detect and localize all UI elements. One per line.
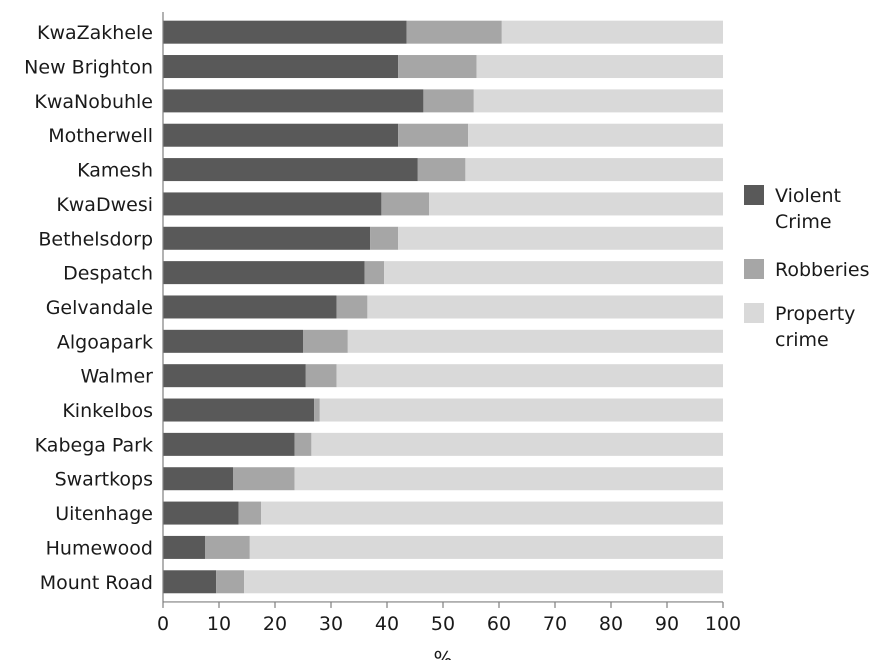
legend-swatch [744,185,764,205]
bar-robberies-kinkelbos [314,398,320,422]
x-tick-label: 60 [487,613,511,635]
bar-violent-crime-uitenhage [163,501,239,525]
bar-violent-crime-despatch [163,261,365,285]
legend-label: Crime [775,211,832,233]
bar-property-crime-swartkops [294,467,723,491]
category-label: Kamesh [77,160,153,182]
bar-property-crime-algoapark [347,329,723,353]
category-label: Bethelsdorp [38,228,153,250]
category-label: New Brighton [24,57,153,79]
bar-robberies-kwanobuhle [423,89,474,113]
bar-violent-crime-algoapark [163,329,303,353]
bar-violent-crime-kabega-park [163,432,295,456]
bar-property-crime-kinkelbos [319,398,723,422]
bar-violent-crime-gelvandale [163,295,337,319]
bar-robberies-algoapark [303,329,348,353]
bar-violent-crime-swartkops [163,467,233,491]
bar-violent-crime-kinkelbos [163,398,315,422]
bar-property-crime-mount-road [244,570,723,594]
x-tick-label: 70 [543,613,567,635]
bar-robberies-motherwell [398,123,469,147]
category-label: KwaDwesi [56,194,153,216]
bar-robberies-kwazakhele [406,20,502,44]
bar-robberies-kabega-park [294,432,312,456]
legend-label: Property [775,303,855,325]
bar-violent-crime-kwazakhele [163,20,407,44]
category-label: Swartkops [55,469,153,491]
category-label: Mount Road [40,572,153,594]
bar-robberies-kwadwesi [381,192,429,216]
bar-robberies-gelvandale [336,295,368,319]
category-label: KwaZakhele [37,22,153,44]
category-labels: KwaZakhele New Brighton KwaNobuhle Motherwe… [24,22,153,594]
x-tick-label: 80 [599,613,623,635]
category-label: Despatch [63,263,153,285]
x-tick-label: 30 [319,613,343,635]
x-axis: 0 10 20 30 40 50 60 70 80 90 100 [157,12,741,635]
category-label: Motherwell [48,125,153,147]
bar-property-crime-gelvandale [367,295,723,319]
category-label: Humewood [46,537,153,559]
bar-robberies-despatch [364,261,385,285]
x-tick-label: 90 [655,613,679,635]
bar-violent-crime-kwanobuhle [163,89,424,113]
bar-property-crime-bethelsdorp [398,226,723,250]
category-label: Kinkelbos [62,400,153,422]
bar-robberies-kamesh [417,158,466,182]
bar-property-crime-despatch [384,261,723,285]
category-label: Gelvandale [46,297,153,319]
x-tick-label: 10 [207,613,231,635]
bar-robberies-bethelsdorp [370,226,399,250]
bar-robberies-new-brighton [398,55,477,79]
legend-label: Violent [775,185,841,207]
legend-label: Robberies [775,259,869,281]
bar-violent-crime-mount-road [163,570,217,594]
x-tick-label: 40 [375,613,399,635]
category-label: KwaNobuhle [34,91,153,113]
bars-group [163,20,724,594]
x-tick-label: 20 [263,613,287,635]
bar-violent-crime-kamesh [163,158,418,182]
bar-robberies-uitenhage [238,501,261,525]
bar-violent-crime-kwadwesi [163,192,382,216]
bar-violent-crime-new-brighton [163,55,399,79]
bar-robberies-mount-road [216,570,245,594]
bar-violent-crime-humewood [163,535,205,559]
bar-property-crime-walmer [336,364,723,388]
bar-violent-crime-motherwell [163,123,399,147]
bar-robberies-humewood [205,535,250,559]
bar-property-crime-kamesh [465,158,723,182]
legend-label: crime [775,329,829,351]
category-label: Walmer [80,366,153,388]
bar-property-crime-kwadwesi [429,192,723,216]
bar-property-crime-motherwell [468,123,723,147]
bar-property-crime-uitenhage [261,501,723,525]
bar-property-crime-kwazakhele [501,20,723,44]
legend: Violent Crime Robberies Property crime [744,185,869,351]
x-axis-title: % [433,647,452,660]
legend-swatch [744,259,764,279]
category-label: Uitenhage [55,503,153,525]
x-tick-label: 0 [157,613,169,635]
legend-swatch [744,303,764,323]
bar-property-crime-kabega-park [311,432,723,456]
bar-robberies-swartkops [233,467,295,491]
category-label: Algoapark [57,331,153,353]
category-label: Kabega Park [35,434,153,456]
bar-violent-crime-walmer [163,364,306,388]
bar-robberies-walmer [305,364,337,388]
x-tick-label: 100 [705,613,741,635]
bar-violent-crime-bethelsdorp [163,226,371,250]
bar-property-crime-new-brighton [476,55,723,79]
bar-property-crime-humewood [249,535,724,559]
x-tick-label: 50 [431,613,455,635]
bar-property-crime-kwanobuhle [473,89,723,113]
